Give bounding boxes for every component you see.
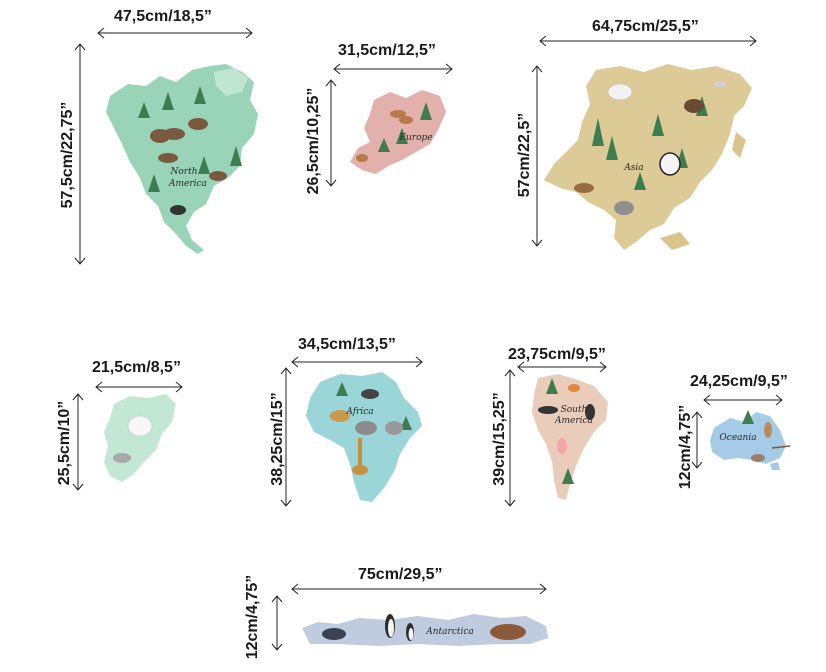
north-america-width-arrow (97, 27, 253, 39)
oceania-height-arrow (691, 411, 703, 469)
south-america-width-arrow (517, 361, 607, 373)
africa-height-label: 38,25cm/15” (269, 392, 286, 486)
asia-height-label: 57cm/22,5” (516, 112, 533, 198)
africa-height-arrow (280, 367, 292, 507)
europe-width-arrow (333, 63, 453, 75)
africa-label: Africa (345, 407, 373, 417)
europe-label: Europe (398, 133, 432, 143)
antarctica-height-label: 12cm/4,75” (244, 574, 261, 660)
south-america-label-line1: South (561, 405, 588, 415)
europe-width-label: 31,5cm/12,5” (338, 42, 436, 59)
antarctica-width-arrow (291, 583, 547, 595)
greenland-height-arrow (72, 393, 84, 491)
africa-width-arrow (291, 356, 423, 368)
north-america-trees (138, 86, 242, 192)
asia-width-label: 64,75cm/25,5” (592, 18, 699, 35)
africa-map: Africa (306, 372, 422, 502)
antarctica-height-arrow (271, 595, 283, 651)
south-america-height-arrow (504, 369, 516, 507)
oceania-label: Oceania (719, 433, 756, 443)
greenland-width-arrow (95, 381, 183, 393)
north-america-label-line1: North (169, 167, 197, 177)
greenland-width-label: 21,5cm/8,5” (92, 359, 181, 376)
oceania-width-label: 24,25cm/9,5” (690, 373, 788, 390)
antarctica-width-label: 75cm/29,5” (358, 566, 443, 583)
greenland-height-label: 25,5cm/10” (56, 400, 73, 486)
north-america-map: North America (106, 64, 258, 254)
asia-height-arrow (531, 65, 543, 247)
north-america-height-label: 57,5cm/22,75” (59, 101, 76, 209)
europe-height-arrow (325, 79, 337, 187)
asia-width-arrow (539, 35, 757, 47)
oceania-height-label: 12cm/4,75” (677, 404, 694, 490)
greenland-map (104, 394, 176, 482)
asia-label: Asia (623, 163, 643, 173)
asia-animals (574, 81, 726, 215)
north-america-animals (150, 118, 227, 215)
south-america-map: South America (532, 374, 608, 500)
north-america-width-label: 47,5cm/18,5” (114, 8, 212, 25)
antarctica-label: Antarctica (425, 627, 474, 637)
south-america-width-label: 23,75cm/9,5” (508, 346, 606, 363)
south-america-label-line2: America (554, 416, 593, 426)
europe-height-label: 26,5cm/10,25” (305, 87, 322, 195)
south-america-height-label: 39cm/15,25” (491, 392, 508, 486)
europe-map: Europe (350, 90, 446, 174)
asia-map: Asia (544, 64, 752, 250)
antarctica-map: Antarctica (302, 614, 548, 646)
africa-width-label: 34,5cm/13,5” (298, 336, 396, 353)
oceania-width-arrow (703, 394, 783, 406)
north-america-height-arrow (74, 43, 86, 265)
north-america-label-line2: America (168, 179, 207, 189)
oceania-map: Oceania (710, 410, 791, 470)
